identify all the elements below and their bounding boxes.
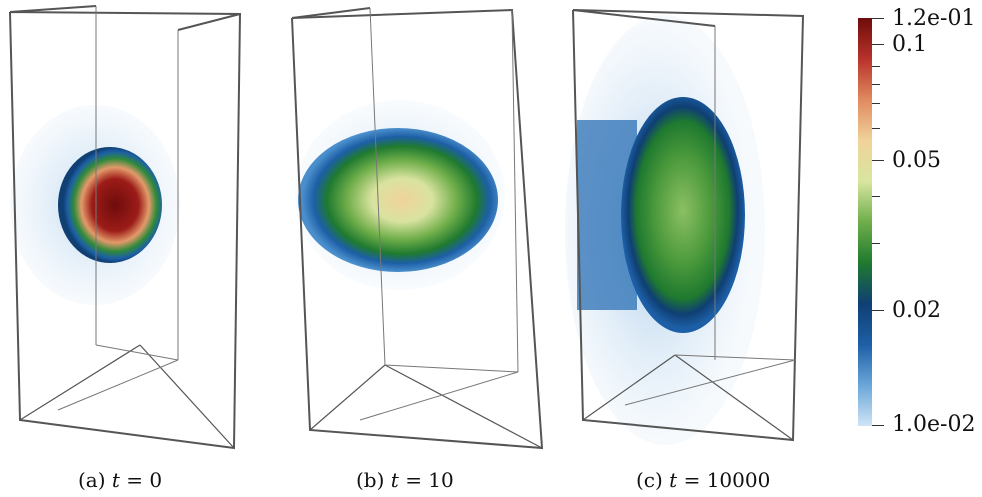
- colorbar-label-0.05: 0.05: [892, 148, 941, 173]
- tick-005: [872, 160, 884, 161]
- panel-c-render: [565, 9, 805, 445]
- box-inner-edges: [57, 6, 179, 411]
- colorbar-max-label: 1.2e-01: [892, 6, 976, 31]
- caption-c: (c) t = 10000: [636, 468, 770, 492]
- bounding-box: [572, 9, 805, 442]
- panel-c: [565, 0, 835, 460]
- vortex-core: [58, 147, 162, 263]
- panel-b-render: [291, 7, 544, 450]
- bounding-box: [291, 7, 544, 450]
- colorbar-min-label: 1.0e-02: [892, 412, 976, 437]
- tick-minor: [872, 243, 880, 244]
- caption-a-eq: = 0: [126, 468, 163, 492]
- tick-max: [872, 18, 884, 19]
- tick-minor: [872, 84, 880, 85]
- tick-01: [872, 44, 884, 45]
- box-inner-edges: [359, 7, 519, 421]
- vortex-core: [298, 128, 498, 272]
- colorbar: [858, 18, 872, 426]
- vortex-core: [621, 97, 745, 333]
- tick-min: [872, 425, 884, 426]
- caption-a: (a) t = 0: [78, 468, 162, 492]
- tick-002: [872, 310, 884, 311]
- caption-b-label: (b): [356, 468, 385, 492]
- tick-minor: [872, 66, 880, 67]
- caption-b: (b) t = 10: [356, 468, 454, 492]
- colorbar-label-0.1: 0.1: [892, 32, 927, 57]
- panel-a: [0, 0, 260, 460]
- tick-minor: [872, 196, 880, 197]
- tick-minor: [872, 103, 880, 104]
- caption-c-eq: = 10000: [683, 468, 771, 492]
- caption-a-var: t: [111, 468, 120, 492]
- panel-b: [280, 0, 550, 460]
- colorbar-label-0.02: 0.02: [892, 298, 941, 323]
- caption-b-var: t: [390, 468, 399, 492]
- tick-minor: [872, 128, 880, 129]
- panel-a-render: [9, 5, 242, 450]
- bounding-box: [9, 5, 242, 450]
- caption-b-eq: = 10: [405, 468, 454, 492]
- caption-c-var: t: [669, 468, 678, 492]
- caption-a-label: (a): [78, 468, 106, 492]
- box-inner-edges: [624, 26, 796, 406]
- caption-c-label: (c): [636, 468, 663, 492]
